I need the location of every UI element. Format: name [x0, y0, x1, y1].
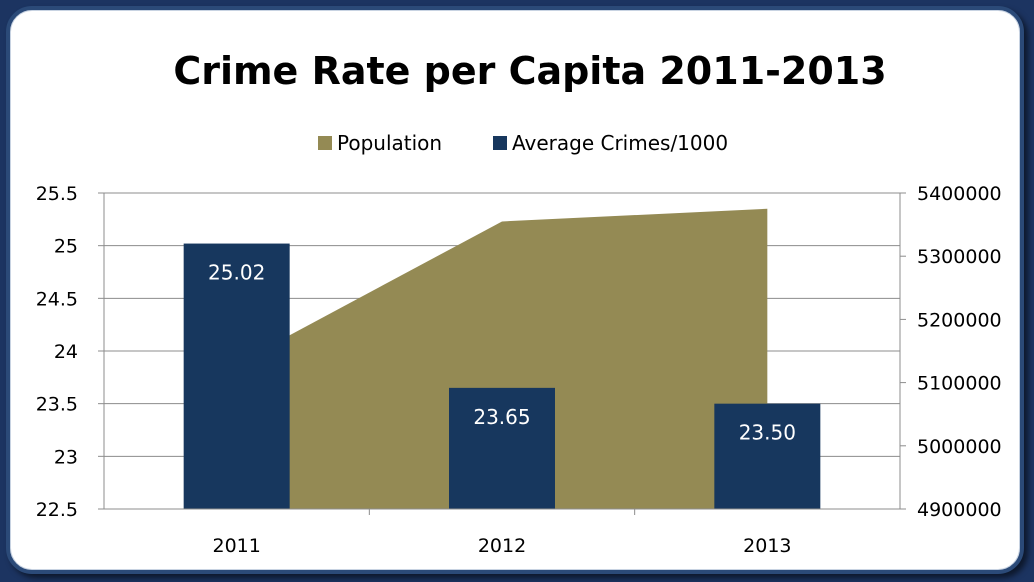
right-tick-label: 5200000 — [917, 309, 1002, 331]
chart-tick-labels: 22.5 23 23.5 24 24.5 25 25.5 4900000 5000000 5100… — [36, 183, 1002, 557]
chart-title: Crime Rate per Capita 2011-2013 — [173, 49, 886, 93]
bar-2013 — [714, 403, 821, 509]
left-tick-label: 24 — [54, 341, 78, 363]
legend-label: Average Crimes/1000 — [512, 131, 728, 155]
population-area-layer — [236, 208, 768, 510]
bar-2012 — [449, 387, 555, 509]
left-tick-label: 25 — [54, 236, 78, 258]
chart-axes — [98, 192, 906, 515]
crime-bar-layer: 25.02 23.65 23.50 — [183, 243, 821, 509]
right-tick-label: 5400000 — [917, 183, 1002, 205]
bar-data-label: 25.02 — [208, 261, 265, 285]
chart-legend: Population Average Crimes/1000 — [318, 131, 728, 155]
right-tick-label: 5100000 — [917, 373, 1002, 395]
right-tick-label: 5300000 — [917, 246, 1002, 268]
right-tick-label: 4900000 — [917, 499, 1002, 521]
left-tick-label: 24.5 — [36, 288, 78, 310]
left-tick-label: 23.5 — [36, 394, 78, 416]
legend-swatch — [493, 136, 507, 150]
legend-label: Population — [337, 131, 442, 155]
right-tick-label: 5000000 — [917, 436, 1002, 458]
population-area — [236, 208, 768, 510]
left-tick-label: 25.5 — [36, 183, 78, 205]
x-tick-label: 2011 — [212, 535, 260, 557]
bar-2011 — [183, 243, 290, 509]
bar-data-label: 23.65 — [473, 405, 530, 429]
bar-data-label: 23.50 — [739, 421, 796, 445]
x-tick-label: 2013 — [743, 535, 791, 557]
left-tick-label: 22.5 — [36, 499, 78, 521]
x-tick-label: 2012 — [478, 535, 526, 557]
legend-swatch — [318, 136, 332, 150]
left-tick-label: 23 — [54, 446, 78, 468]
